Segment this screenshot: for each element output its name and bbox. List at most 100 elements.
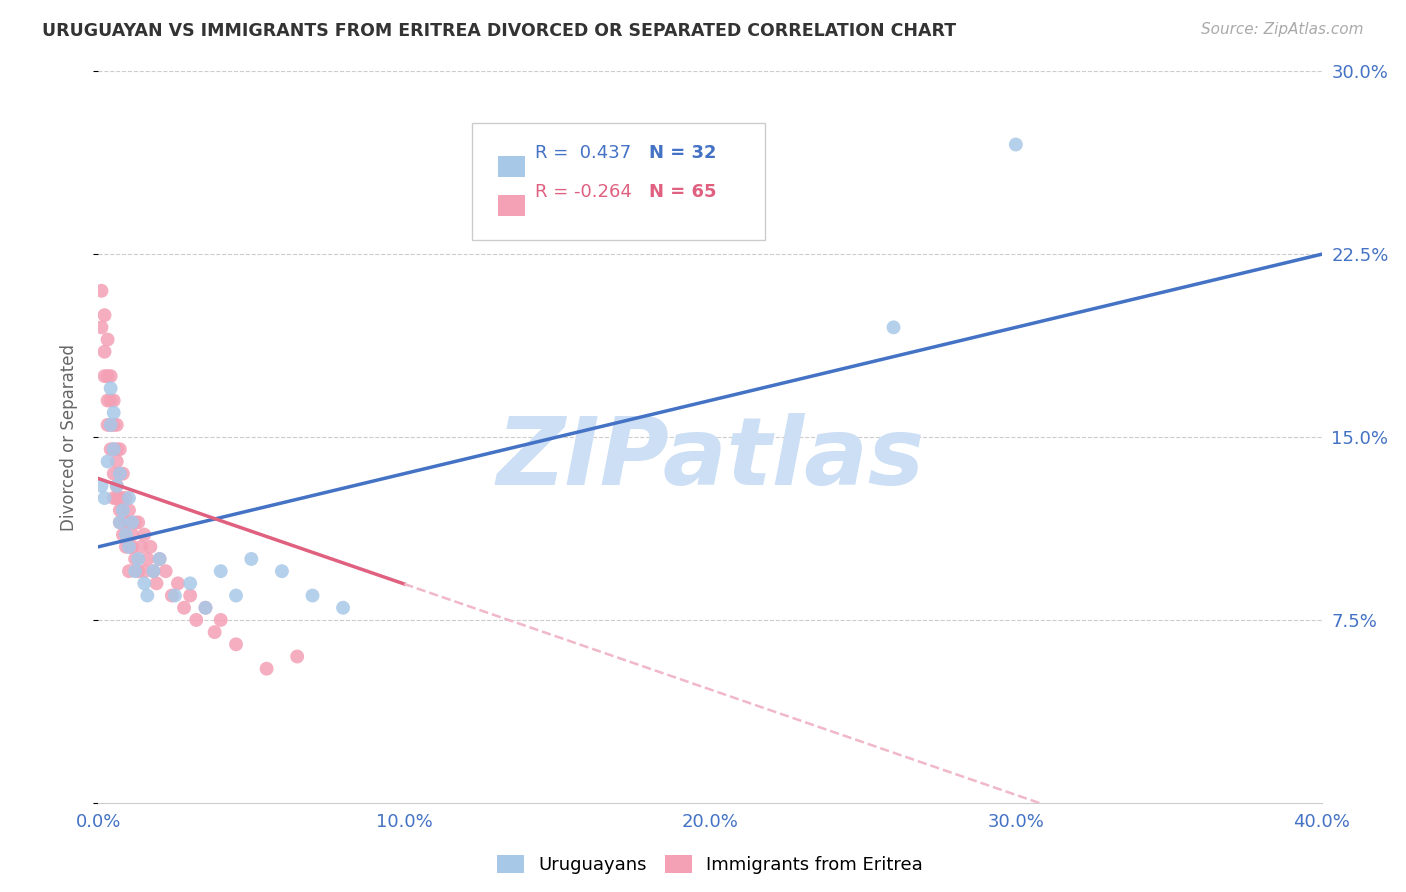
Text: Source: ZipAtlas.com: Source: ZipAtlas.com <box>1201 22 1364 37</box>
Bar <box>498 195 526 216</box>
Point <box>163 589 186 603</box>
Bar <box>498 156 526 178</box>
Point <box>124 564 146 578</box>
Point <box>139 540 162 554</box>
Point <box>97 393 120 408</box>
Point <box>1004 137 1026 152</box>
Point <box>240 552 263 566</box>
Text: N = 32: N = 32 <box>650 145 717 162</box>
Point <box>225 589 247 603</box>
Point <box>100 393 122 408</box>
Point <box>100 442 122 457</box>
Point <box>100 369 122 384</box>
Point <box>301 589 323 603</box>
Y-axis label: Divorced or Separated: Divorced or Separated <box>59 343 77 531</box>
Point <box>118 491 141 505</box>
Point <box>93 491 115 505</box>
Point <box>194 600 217 615</box>
Point <box>93 369 115 384</box>
Point <box>111 467 134 481</box>
Point <box>149 552 172 566</box>
Point <box>118 516 141 530</box>
Point <box>121 540 143 554</box>
Point <box>204 625 226 640</box>
Point <box>105 442 128 457</box>
Point <box>127 564 149 578</box>
FancyBboxPatch shape <box>471 122 765 240</box>
Point <box>115 527 138 541</box>
Point <box>97 369 120 384</box>
Point <box>179 589 201 603</box>
Point <box>97 454 120 468</box>
Point <box>173 600 195 615</box>
Point <box>108 516 131 530</box>
Point <box>103 417 125 432</box>
Point <box>134 527 156 541</box>
Point <box>103 442 125 457</box>
Point <box>90 284 112 298</box>
Point <box>108 491 131 505</box>
Point <box>100 417 122 432</box>
Text: URUGUAYAN VS IMMIGRANTS FROM ERITREA DIVORCED OR SEPARATED CORRELATION CHART: URUGUAYAN VS IMMIGRANTS FROM ERITREA DIV… <box>42 22 956 40</box>
Point <box>111 491 134 505</box>
Point <box>160 589 183 603</box>
Point <box>118 540 141 554</box>
Point <box>118 503 141 517</box>
Point <box>225 637 247 651</box>
Point <box>136 552 159 566</box>
Point <box>111 527 134 541</box>
Point <box>127 516 149 530</box>
Text: N = 65: N = 65 <box>650 183 717 201</box>
Point <box>136 589 159 603</box>
Point <box>108 467 131 481</box>
Point <box>142 564 165 578</box>
Point <box>145 576 167 591</box>
Point <box>103 442 125 457</box>
Text: ZIPatlas: ZIPatlas <box>496 413 924 505</box>
Point <box>121 516 143 530</box>
Point <box>97 333 120 347</box>
Point <box>134 564 156 578</box>
Point <box>105 491 128 505</box>
Point <box>93 308 115 322</box>
Point <box>127 552 149 566</box>
Point <box>883 320 905 334</box>
Point <box>115 516 138 530</box>
Point <box>108 503 131 517</box>
Point <box>108 516 131 530</box>
Point <box>186 613 208 627</box>
Point <box>121 527 143 541</box>
Legend: Uruguayans, Immigrants from Eritrea: Uruguayans, Immigrants from Eritrea <box>489 847 931 881</box>
Text: R = -0.264: R = -0.264 <box>536 183 631 201</box>
Text: R =  0.437: R = 0.437 <box>536 145 631 162</box>
Point <box>100 381 122 395</box>
Point <box>105 454 128 468</box>
Point <box>256 662 278 676</box>
Point <box>209 613 232 627</box>
Point <box>103 491 125 505</box>
Point <box>103 406 125 420</box>
Point <box>332 600 354 615</box>
Point <box>108 467 131 481</box>
Point <box>115 540 138 554</box>
Point <box>142 564 165 578</box>
Point <box>285 649 308 664</box>
Point <box>209 564 232 578</box>
Point <box>167 576 190 591</box>
Point <box>179 576 201 591</box>
Point <box>111 503 134 517</box>
Point <box>103 467 125 481</box>
Point <box>103 393 125 408</box>
Point <box>118 564 141 578</box>
Point <box>134 576 156 591</box>
Point <box>93 344 115 359</box>
Point <box>105 479 128 493</box>
Point <box>270 564 292 578</box>
Point <box>129 540 152 554</box>
Point <box>100 417 122 432</box>
Point <box>118 540 141 554</box>
Point <box>105 479 128 493</box>
Point <box>155 564 177 578</box>
Point <box>108 442 131 457</box>
Point <box>90 479 112 493</box>
